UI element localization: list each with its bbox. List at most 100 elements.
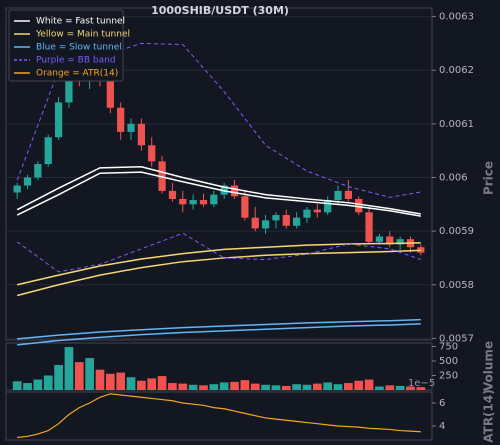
volume-bar: [261, 384, 270, 390]
candle-body: [293, 217, 301, 226]
volume-bar: [302, 384, 312, 390]
legend-box: [8, 9, 124, 82]
band-line: [17, 242, 421, 286]
volume-bar: [23, 383, 32, 390]
volume-bar: [281, 385, 291, 390]
volume-bar: [74, 362, 84, 390]
volume-bar: [354, 380, 364, 390]
candle-body: [54, 102, 63, 138]
candle-body: [106, 78, 114, 108]
volume-bar: [54, 365, 63, 390]
y-tick-label: 0.0059: [439, 226, 474, 237]
candle-body: [44, 137, 52, 165]
volume-bar: [219, 382, 229, 390]
volume-bar: [137, 380, 146, 390]
atr-panel: [5, 391, 433, 441]
volume-bar: [105, 373, 115, 390]
volume-bar: [250, 383, 260, 390]
y-tick-label: 0.0057: [439, 333, 474, 344]
y-tick-label: 750: [439, 341, 458, 352]
candle-body: [251, 217, 259, 229]
candle-body: [210, 194, 218, 205]
volume-bar: [416, 387, 426, 390]
volume-bar: [395, 385, 405, 390]
volume-bar: [147, 378, 157, 390]
volume-bar: [85, 358, 94, 390]
band-line: [16, 171, 421, 217]
volume-bar: [178, 383, 188, 390]
atr-line: [17, 393, 421, 439]
band-line: [16, 166, 421, 215]
band-line: [16, 249, 421, 297]
candle-body: [396, 239, 404, 245]
y-tick-label: 0.0061: [439, 119, 474, 130]
candle-body: [386, 236, 394, 245]
volume-bar: [168, 383, 177, 390]
y-tick-label: 0.0062: [439, 65, 474, 76]
volume-bar: [209, 384, 219, 390]
legend-label: Purple = BB band: [36, 56, 116, 66]
y-tick-label: 500: [439, 356, 458, 367]
candle-body: [230, 185, 239, 197]
y-axis-label: Volume: [482, 341, 496, 391]
volume-bar: [375, 386, 384, 390]
candle-body: [168, 190, 177, 199]
candle-body: [324, 200, 332, 213]
candle-body: [220, 185, 228, 195]
volume-bar: [95, 369, 105, 390]
candle-body: [34, 164, 42, 178]
candle-body: [303, 209, 311, 218]
y-axis-label: ATR(14): [482, 389, 496, 442]
candle-body: [199, 200, 208, 205]
candle-body: [282, 215, 290, 226]
volume-bar: [385, 385, 395, 390]
volume-bar: [33, 379, 43, 390]
candle-body: [272, 215, 280, 221]
candle-body: [417, 247, 425, 253]
band-line: [16, 42, 421, 198]
band-line: [17, 318, 421, 340]
band-line: [17, 323, 421, 346]
candle-body: [355, 198, 363, 213]
volume-bar: [323, 382, 333, 390]
candle-body: [261, 220, 270, 229]
volume-bar: [406, 386, 415, 390]
volume-bar: [157, 376, 167, 390]
chart-title: 1000SHIB/USDT (30M): [151, 4, 289, 17]
candle-body: [375, 236, 384, 242]
y-tick-label: 0.0063: [439, 12, 474, 23]
legend: White = Fast tunnel Yellow = Main tunnel B…: [8, 9, 130, 82]
volume-bar: [344, 383, 353, 390]
y-tick-label: 4: [439, 421, 445, 432]
legend-label: White = Fast tunnel: [36, 17, 125, 27]
y-tick-label: 250: [439, 370, 458, 381]
candle-body: [137, 123, 145, 146]
candle-body: [365, 212, 373, 242]
candle-body: [23, 177, 32, 186]
legend-label: Blue = Slow tunnel: [36, 43, 122, 53]
candle-body: [65, 72, 73, 103]
volume-bar: [188, 384, 198, 390]
candle-body: [334, 190, 342, 201]
volume-bar: [240, 380, 250, 390]
volume-bar: [312, 383, 322, 390]
volume-bar: [364, 379, 374, 390]
volume-bar: [230, 381, 239, 390]
candle-body: [117, 107, 125, 132]
candle-body: [241, 196, 249, 218]
candle-body: [189, 200, 197, 205]
candle-body: [313, 209, 321, 213]
offset-text: 1e−5: [408, 378, 435, 389]
volume-bar: [126, 377, 136, 390]
volume-bar: [333, 384, 343, 390]
y-tick-label: 0.0058: [439, 280, 474, 291]
volume-bar: [199, 385, 208, 390]
legend-label: Yellow = Main tunnel: [35, 30, 130, 40]
y-tick-label: 0.006: [439, 172, 468, 183]
volume-bar: [116, 372, 126, 390]
volume-bar: [12, 381, 22, 390]
volume-bar: [64, 347, 74, 390]
y-axis-label: Price: [482, 161, 496, 195]
volume-bar: [43, 375, 53, 390]
